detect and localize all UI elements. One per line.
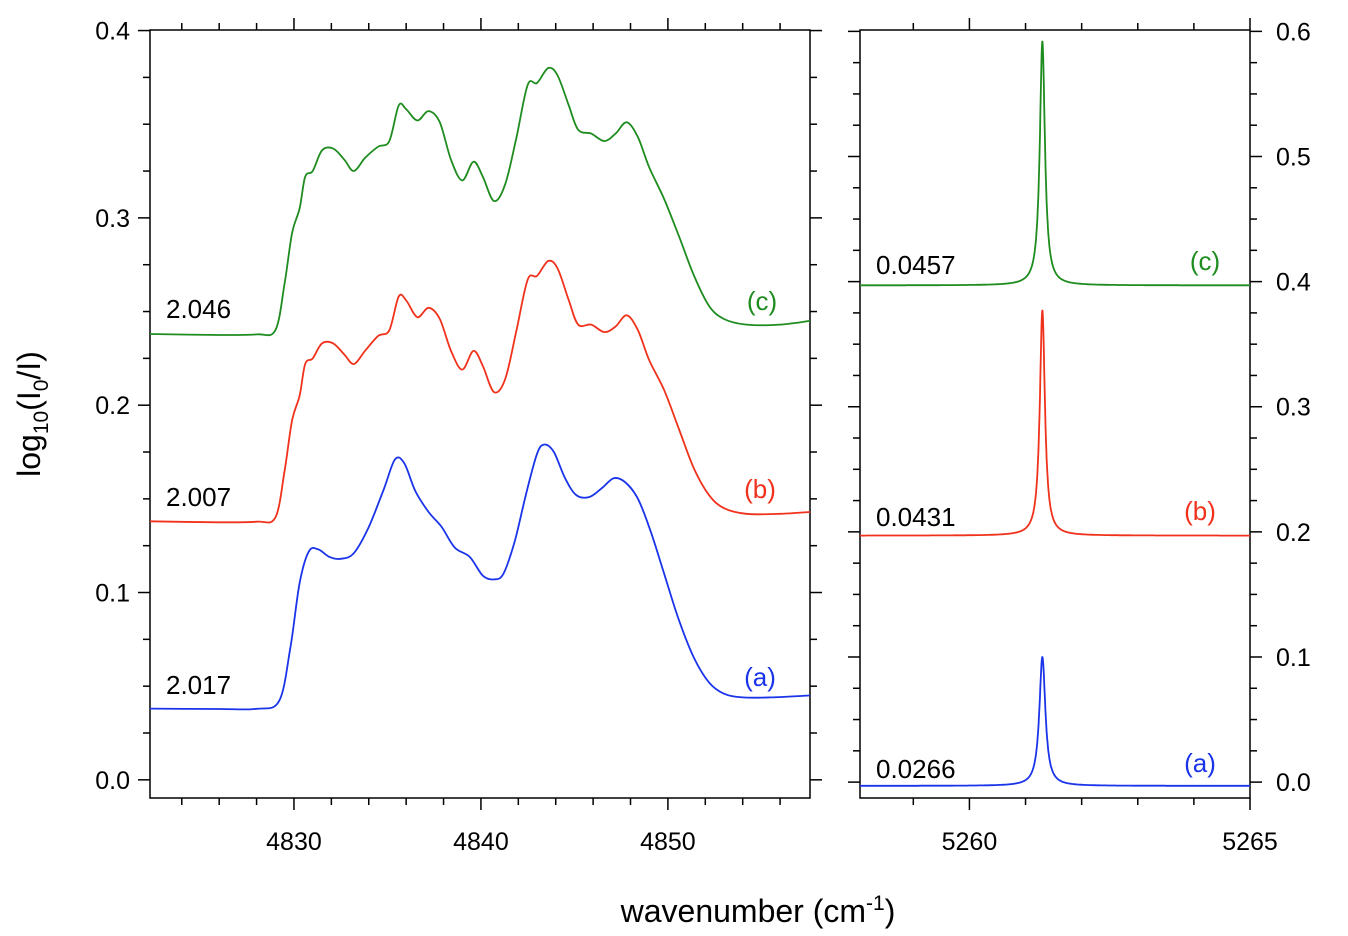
x-tick-label: 4850 (640, 828, 696, 856)
y-tick-label: 0.1 (1276, 644, 1311, 672)
x-tick-label: 4830 (266, 828, 322, 856)
series-name-label: (b) (744, 474, 776, 504)
y-tick-label: 0.0 (95, 767, 130, 795)
series-value-label: 2.046 (166, 294, 231, 324)
series-value-label: 2.017 (166, 670, 231, 700)
y-tick-label: 0.4 (95, 18, 130, 46)
y-axis-title: log10(I0/I) (11, 351, 53, 477)
series-name-label: (c) (747, 286, 777, 316)
y-tick-label: 0.4 (1276, 269, 1311, 297)
series-name-label: (c) (1190, 246, 1220, 276)
y-tick-label: 0.1 (95, 580, 130, 608)
y-tick-label: 0.5 (1276, 143, 1311, 171)
left-labels: (a) 2.017 (b) 2.007 (c) 2.046 (166, 286, 777, 700)
y-tick-label: 0.2 (95, 392, 130, 420)
y-tick-label: 0.6 (1276, 18, 1311, 46)
x-axis-title: wavenumber (cm-1) (620, 892, 896, 929)
left-ticks: 4830 4840 4850 0.0 0.1 0.2 0.3 0.4 (95, 18, 822, 856)
x-tick-label: 4840 (453, 828, 509, 856)
right-plot-frame (859, 29, 1251, 799)
right-ticks: 5260 5265 0.0 0.1 0.2 0.3 0.4 0.5 0.6 (848, 18, 1311, 856)
y-tick-label: 0.3 (95, 205, 130, 233)
series-name-label: (a) (1184, 748, 1216, 778)
series-name-label: (a) (744, 662, 776, 692)
x-tick-label: 5260 (942, 828, 998, 856)
series-line-a (859, 656, 1250, 787)
series-line-c (860, 40, 1250, 287)
right-labels: (a) 0.0266 (b) 0.0431 (c) 0.0457 (876, 246, 1220, 784)
y-tick-label: 0.3 (1276, 394, 1311, 422)
series-line-b (860, 309, 1250, 537)
y-tick-label: 0.2 (1276, 519, 1311, 547)
y-tick-label: 0.0 (1276, 769, 1311, 797)
series-line-b (149, 259, 811, 524)
series-value-label: 0.0431 (876, 502, 956, 532)
left-curves (149, 66, 811, 711)
series-name-label: (b) (1184, 496, 1216, 526)
right-curves (859, 40, 1250, 787)
series-line-c (149, 66, 811, 337)
series-value-label: 0.0266 (876, 754, 956, 784)
left-panel: 4830 4840 4850 0.0 0.1 0.2 0.3 0.4 (a) 2.017 (b) 2… (95, 18, 822, 856)
series-value-label: 2.007 (166, 482, 231, 512)
x-tick-label: 5265 (1222, 828, 1278, 856)
series-line-a (149, 443, 811, 711)
series-value-label: 0.0457 (876, 250, 956, 280)
left-plot-frame (149, 29, 811, 799)
